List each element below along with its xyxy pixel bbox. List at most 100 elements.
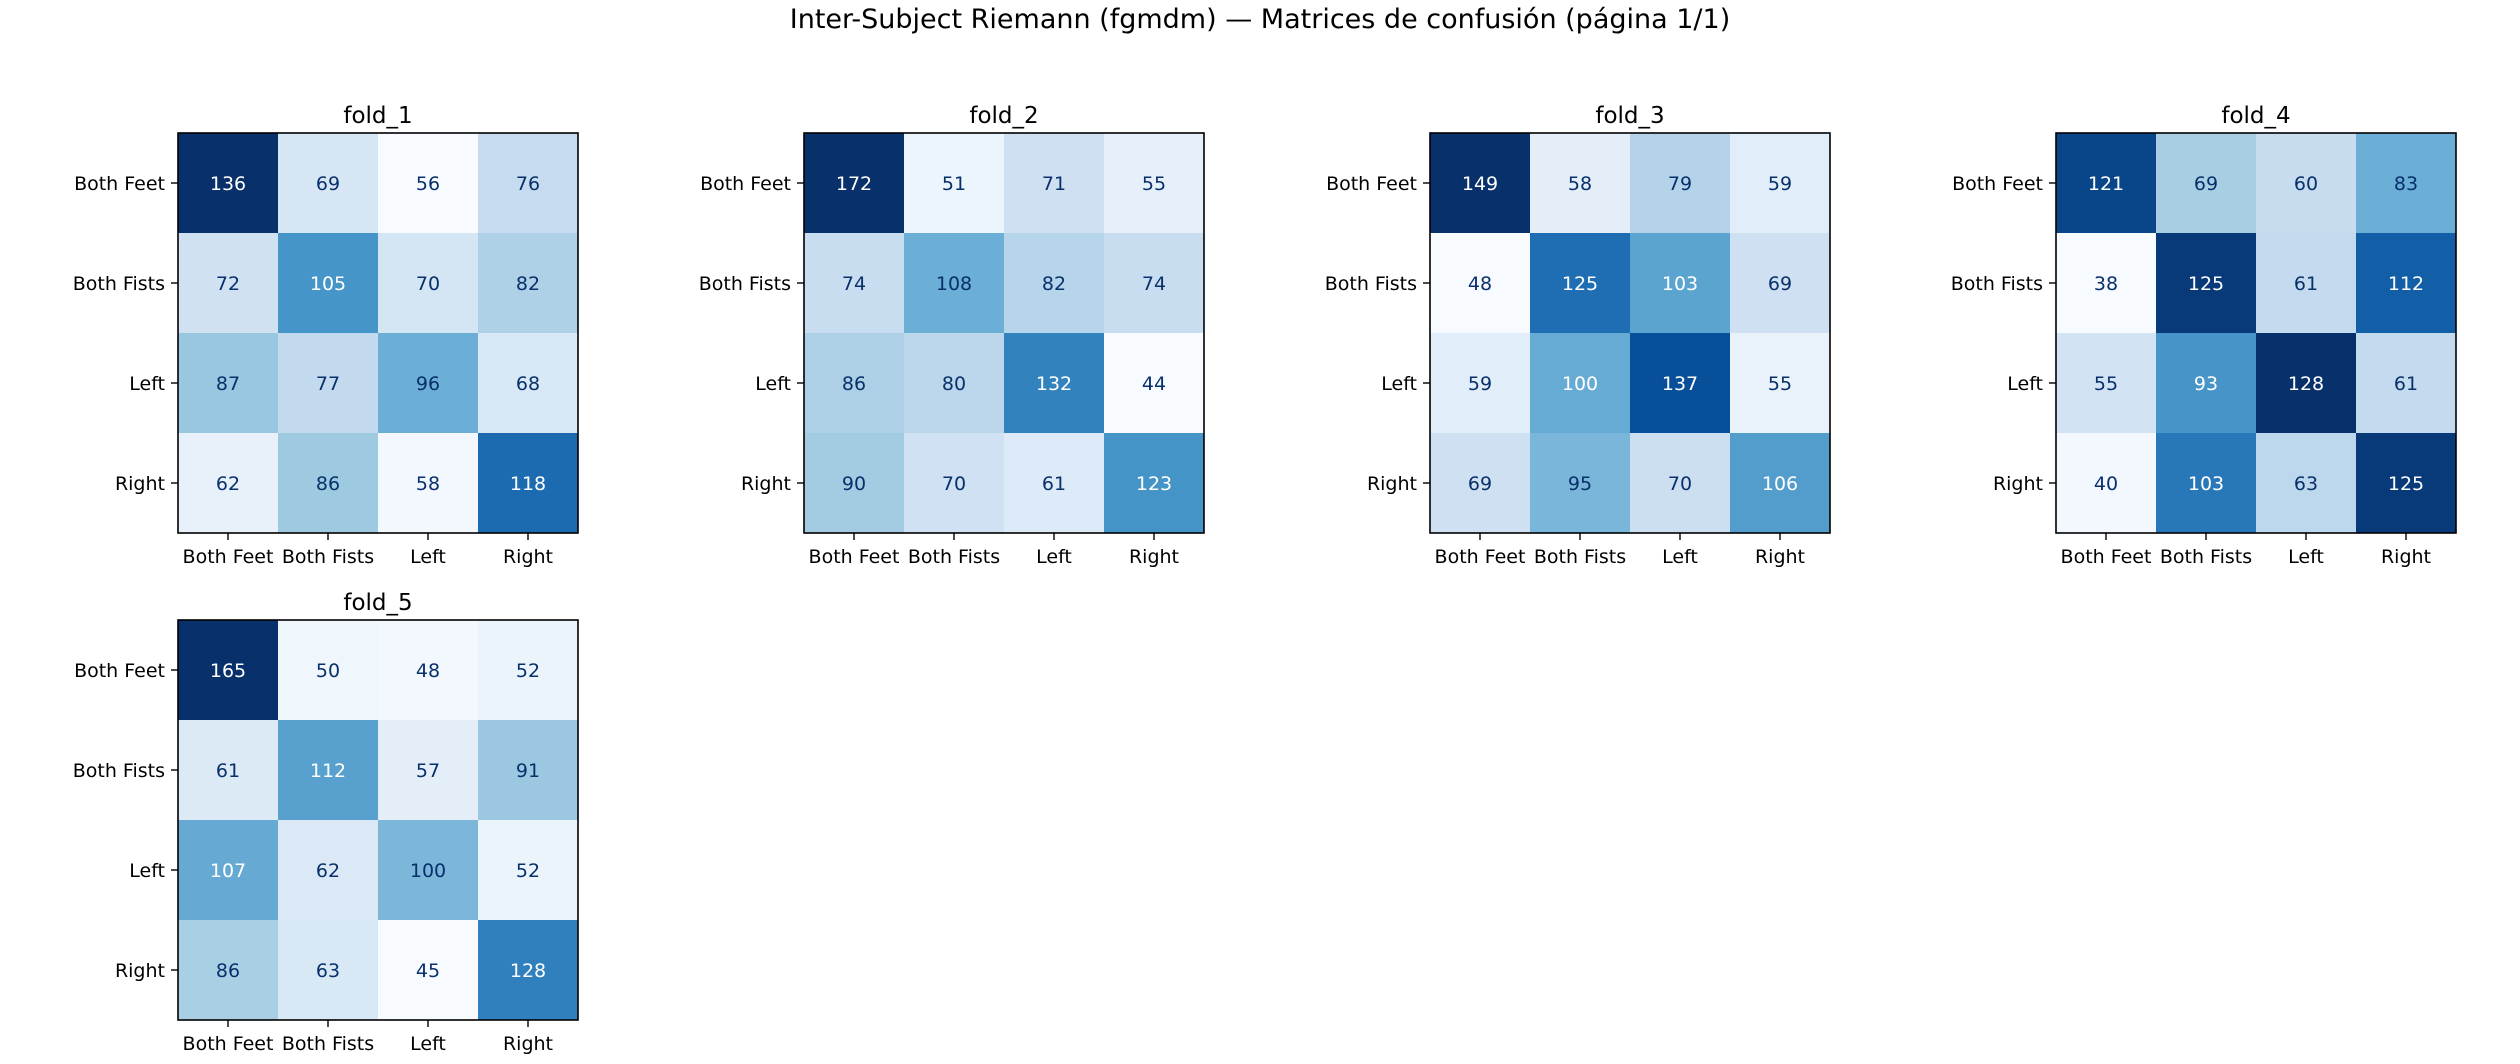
heatmap-cell [1630, 233, 1731, 334]
cell-value-label: 165 [210, 660, 246, 682]
cell-value-label: 48 [1468, 273, 1492, 295]
cell-value-label: 100 [410, 860, 446, 882]
y-tick-label: Both Fists [699, 273, 791, 295]
heatmap-cell [478, 433, 579, 534]
cell-value-label: 62 [216, 473, 240, 495]
cell-value-label: 76 [516, 173, 540, 195]
heatmap-cell [2056, 233, 2157, 334]
cell-value-label: 58 [1568, 173, 1592, 195]
heatmap-cell [1430, 133, 1531, 234]
cell-value-label: 77 [316, 373, 340, 395]
axes-frame [803, 132, 1205, 534]
heatmap-cell [2256, 133, 2357, 234]
heatmap-cell [378, 920, 479, 1021]
heatmap-cell [1104, 433, 1205, 534]
heatmap-cell [478, 820, 579, 921]
x-tick-label: Right [1129, 546, 1179, 568]
heatmap-cell [1530, 233, 1631, 334]
panel-fold_5: fold_5 165 50 48 52 61 112 57 91 107 62 100 52 86 63 45… [73, 590, 579, 1055]
x-tick-label: Both Feet [183, 546, 274, 568]
panel-title: fold_2 [969, 103, 1038, 129]
panel-fold_4: fold_4 121 69 60 83 38 125 61 112 55 93 128 61 40 103 6… [1951, 103, 2457, 568]
heatmap-cell [1430, 233, 1531, 334]
cell-value-label: 90 [842, 473, 866, 495]
cell-value-label: 69 [1768, 273, 1792, 295]
heatmap-cell [278, 333, 379, 434]
heatmap-cell [178, 433, 279, 534]
heatmap-cell [178, 920, 279, 1021]
cell-value-label: 105 [310, 273, 346, 295]
x-tick-label: Right [503, 1033, 553, 1055]
cell-value-label: 61 [1042, 473, 1066, 495]
heatmap-cell [278, 433, 379, 534]
cell-value-label: 103 [1662, 273, 1698, 295]
y-tick-label: Left [2007, 373, 2043, 395]
heatmap-cell [904, 433, 1005, 534]
heatmap-cell [378, 620, 479, 721]
cell-value-label: 60 [2294, 173, 2318, 195]
cell-value-label: 93 [2194, 373, 2218, 395]
y-tick-label: Left [755, 373, 791, 395]
heatmap-cell [278, 133, 379, 234]
heatmap-cell [478, 920, 579, 1021]
cell-value-label: 149 [1462, 173, 1498, 195]
heatmap-cell [804, 133, 905, 234]
cell-value-label: 61 [216, 760, 240, 782]
x-tick-label: Both Feet [183, 1033, 274, 1055]
heatmap-cell [2356, 133, 2457, 234]
heatmap-cell [278, 233, 379, 334]
heatmap-cell [378, 820, 479, 921]
panel-title: fold_5 [343, 590, 412, 616]
y-tick-label: Right [741, 473, 791, 495]
cell-value-label: 69 [2194, 173, 2218, 195]
cell-value-label: 118 [510, 473, 546, 495]
x-tick-label: Left [410, 546, 446, 568]
cell-value-label: 121 [2088, 173, 2124, 195]
cell-value-label: 74 [842, 273, 866, 295]
cell-value-label: 58 [416, 473, 440, 495]
cell-value-label: 132 [1036, 373, 1072, 395]
cell-value-label: 45 [416, 960, 440, 982]
heatmap-cell [2056, 333, 2157, 434]
heatmap-cell [478, 620, 579, 721]
cell-value-label: 100 [1562, 373, 1598, 395]
panel-title: fold_3 [1595, 103, 1664, 129]
cell-value-label: 95 [1568, 473, 1592, 495]
cell-value-label: 123 [1136, 473, 1172, 495]
panel-title: fold_4 [2221, 103, 2290, 129]
heatmap-cell [1530, 433, 1631, 534]
x-tick-label: Both Fists [908, 546, 1000, 568]
heatmap-cell [478, 133, 579, 234]
cell-value-label: 70 [1668, 473, 1692, 495]
heatmap-cell [278, 720, 379, 821]
cell-value-label: 63 [316, 960, 340, 982]
cell-value-label: 68 [516, 373, 540, 395]
cell-value-label: 55 [1142, 173, 1166, 195]
cell-value-label: 55 [2094, 373, 2118, 395]
cell-value-label: 52 [516, 860, 540, 882]
y-tick-label: Both Fists [1325, 273, 1417, 295]
y-tick-label: Both Feet [1952, 173, 2043, 195]
heatmap-cell [478, 233, 579, 334]
heatmap-cell [1530, 133, 1631, 234]
y-tick-label: Right [115, 473, 165, 495]
cell-value-label: 91 [516, 760, 540, 782]
cell-value-label: 56 [416, 173, 440, 195]
cell-value-label: 137 [1662, 373, 1698, 395]
panel-fold_3: fold_3 149 58 79 59 48 125 103 69 59 100 137 55 69 95 7… [1325, 103, 1831, 568]
y-tick-label: Right [115, 960, 165, 982]
heatmap-cell [378, 433, 479, 534]
y-tick-label: Both Feet [74, 660, 165, 682]
heatmap-cell [2156, 433, 2257, 534]
cell-value-label: 44 [1142, 373, 1166, 395]
y-tick-label: Left [1381, 373, 1417, 395]
cell-value-label: 40 [2094, 473, 2118, 495]
cell-value-label: 128 [2288, 373, 2324, 395]
x-tick-label: Right [1755, 546, 1805, 568]
heatmap-cell [804, 433, 905, 534]
x-tick-label: Right [503, 546, 553, 568]
heatmap-cell [378, 133, 479, 234]
cell-value-label: 51 [942, 173, 966, 195]
cell-value-label: 74 [1142, 273, 1166, 295]
cell-value-label: 82 [1042, 273, 1066, 295]
